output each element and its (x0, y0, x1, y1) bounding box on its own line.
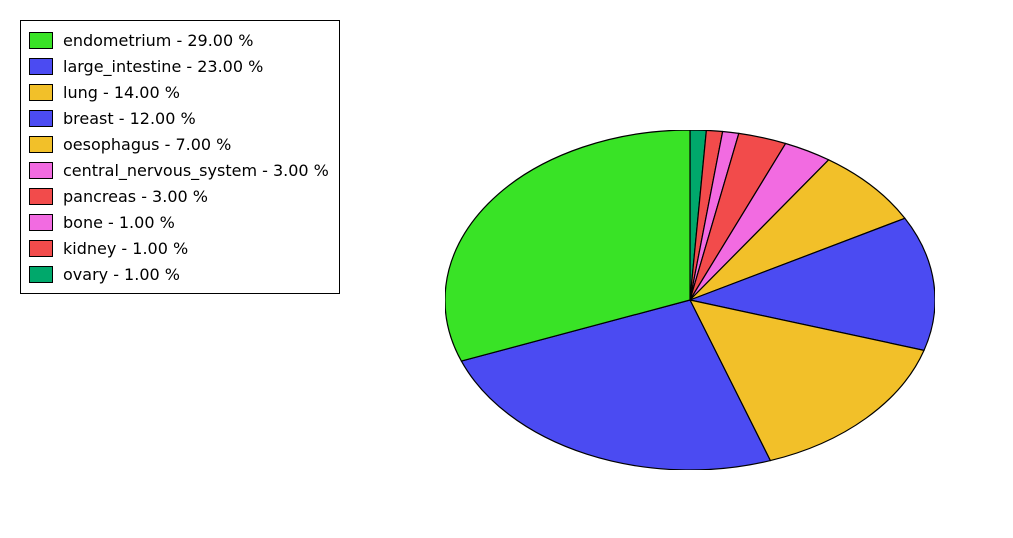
legend-swatch-central_nervous_system (29, 162, 53, 179)
legend-swatch-breast (29, 110, 53, 127)
legend-swatch-kidney (29, 240, 53, 257)
legend-label-central_nervous_system: central_nervous_system - 3.00 % (63, 161, 329, 180)
pie-chart (445, 130, 935, 470)
legend-label-pancreas: pancreas - 3.00 % (63, 187, 208, 206)
legend-swatch-bone (29, 214, 53, 231)
legend-swatch-endometrium (29, 32, 53, 49)
legend-label-ovary: ovary - 1.00 % (63, 265, 180, 284)
legend-swatch-lung (29, 84, 53, 101)
legend-swatch-oesophagus (29, 136, 53, 153)
legend-label-bone: bone - 1.00 % (63, 213, 175, 232)
legend-label-oesophagus: oesophagus - 7.00 % (63, 135, 231, 154)
legend-label-endometrium: endometrium - 29.00 % (63, 31, 253, 50)
legend-item-pancreas: pancreas - 3.00 % (29, 183, 329, 209)
legend-label-large_intestine: large_intestine - 23.00 % (63, 57, 263, 76)
legend-item-large_intestine: large_intestine - 23.00 % (29, 53, 329, 79)
legend-item-lung: lung - 14.00 % (29, 79, 329, 105)
legend-item-bone: bone - 1.00 % (29, 209, 329, 235)
legend-label-kidney: kidney - 1.00 % (63, 239, 188, 258)
legend-swatch-large_intestine (29, 58, 53, 75)
legend-item-endometrium: endometrium - 29.00 % (29, 27, 329, 53)
legend-item-ovary: ovary - 1.00 % (29, 261, 329, 287)
legend-label-breast: breast - 12.00 % (63, 109, 196, 128)
legend-label-lung: lung - 14.00 % (63, 83, 180, 102)
legend-item-kidney: kidney - 1.00 % (29, 235, 329, 261)
legend-item-oesophagus: oesophagus - 7.00 % (29, 131, 329, 157)
legend-item-central_nervous_system: central_nervous_system - 3.00 % (29, 157, 329, 183)
legend-swatch-ovary (29, 266, 53, 283)
legend-box: endometrium - 29.00 % large_intestine - 2… (20, 20, 340, 294)
legend-item-breast: breast - 12.00 % (29, 105, 329, 131)
legend-swatch-pancreas (29, 188, 53, 205)
